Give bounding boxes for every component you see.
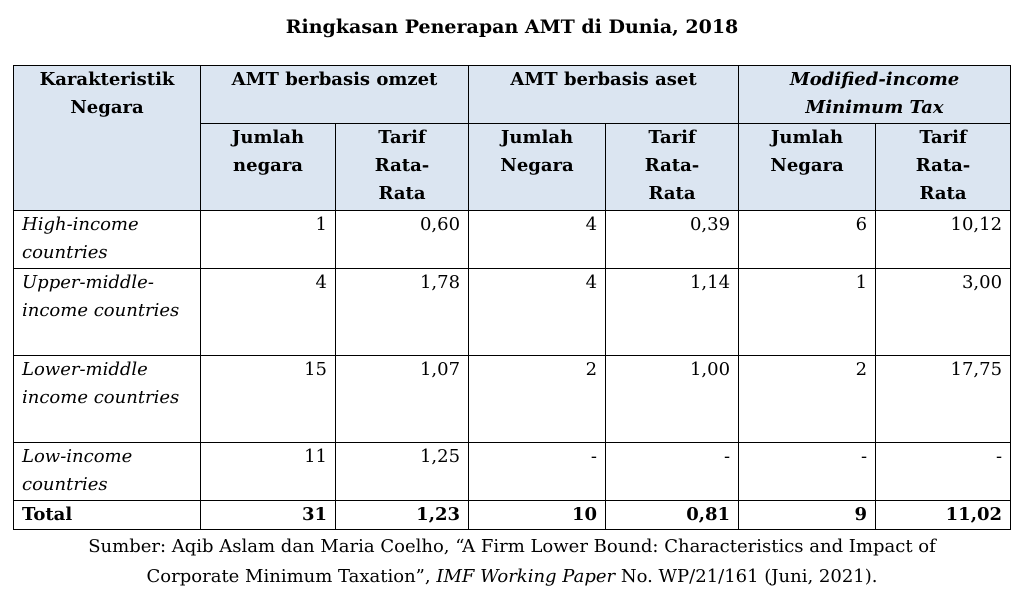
table-cell: 10,12 xyxy=(875,210,1012,269)
row-label: High-income countries xyxy=(13,210,201,269)
source-text: No. WP/21/161 (Juni, 2021). xyxy=(615,566,878,587)
title: Ringkasan Penerapan AMT di Dunia, 2018 xyxy=(285,16,739,38)
subheader-cell: Tarif Rata-Rata xyxy=(605,123,740,211)
table-cell: 1,25 xyxy=(334,442,470,501)
table-cell: 1 xyxy=(200,210,336,269)
header-cell: AMT berbasis omzet xyxy=(199,65,470,124)
table-cell: 1,14 xyxy=(605,268,740,356)
subheader-cell: Tarif Rata-Rata xyxy=(334,123,470,211)
table-cell: 31 xyxy=(200,500,336,530)
table-cell: - xyxy=(605,442,740,501)
subheader-text: Tarif Rata-Rata xyxy=(374,127,430,204)
table: Karakteristik Negara AMT berbasis omzet … xyxy=(13,65,1012,530)
source: Sumber: Aqib Aslam dan Maria Coelho, “A … xyxy=(0,532,1024,592)
table-row: Low-income countries 11 1,25- - - - xyxy=(13,442,1012,501)
table-cell: 4 xyxy=(200,268,336,356)
table-cell: 11 xyxy=(200,442,336,501)
table-cell: 3,00 xyxy=(875,268,1012,356)
table-cell: 10 xyxy=(468,500,607,530)
table-cell: 1,00 xyxy=(605,355,740,443)
table-body: High-income countries 1 0,60 4 0,39 6 10,12 Upp… xyxy=(13,210,1012,530)
table-row: Upper-middle-income countries 4 1,78 4 1,14 1… xyxy=(13,268,1012,356)
header-cell: Karakteristik Negara xyxy=(13,65,201,211)
table-cell: 9 xyxy=(738,500,877,530)
source-italic: IMF Working Paper xyxy=(436,566,616,587)
table-cell: - xyxy=(738,442,877,501)
header-cell: Modified-income Minimum Tax xyxy=(738,65,1012,124)
table-cell: 1 xyxy=(738,268,877,356)
table-cell: 0,60 xyxy=(334,210,470,269)
subheader-cell: Jumlah negara xyxy=(200,123,336,211)
row-label: Lower-middle income countries xyxy=(13,355,201,443)
table-cell: 1,23 xyxy=(334,500,470,530)
source-text: Sumber: Aqib Aslam dan Maria Coelho, “A … xyxy=(88,536,936,557)
table-cell: 6 xyxy=(738,210,877,269)
table-cell: 2 xyxy=(468,355,607,443)
subheader-cell: Jumlah Negara xyxy=(468,123,607,211)
table-cell: 4 xyxy=(468,210,607,269)
header-cell: AMT berbasis aset xyxy=(468,65,740,124)
subheader-cell: Jumlah Negara xyxy=(738,123,877,211)
table-cell: 1,78 xyxy=(334,268,470,356)
table-cell: 0,39 xyxy=(605,210,740,269)
table-cell: 17,75 xyxy=(875,355,1012,443)
table-cell: 11,02 xyxy=(875,500,1012,530)
table-cell: 15 xyxy=(200,355,336,443)
table-cell: 0,81 xyxy=(605,500,740,530)
subheader-cell: Tarif Rata-Rata xyxy=(875,123,1012,211)
subheader-text: Tarif Rata-Rata xyxy=(915,127,971,204)
source-text: Corporate Minimum Taxation”, xyxy=(146,566,437,587)
row-label: Total xyxy=(13,500,201,530)
table-cell: 1,07 xyxy=(334,355,470,443)
subheader-text: Tarif Rata-Rata xyxy=(644,127,700,204)
table-cell: 4 xyxy=(468,268,607,356)
table-row: Total 31 1,23 10 0,81 9 11,02 xyxy=(13,500,1012,530)
table-row: Lower-middle income countries 15 1,07 2 1,00… xyxy=(13,355,1012,443)
table-row: High-income countries 1 0,60 4 0,39 6 10,12 xyxy=(13,210,1012,269)
row-label: Low-income countries xyxy=(13,442,201,501)
table-cell: - xyxy=(875,442,1012,501)
table-cell: 2 xyxy=(738,355,877,443)
row-label: Upper-middle-income countries xyxy=(13,268,201,356)
table-cell: - xyxy=(468,442,607,501)
